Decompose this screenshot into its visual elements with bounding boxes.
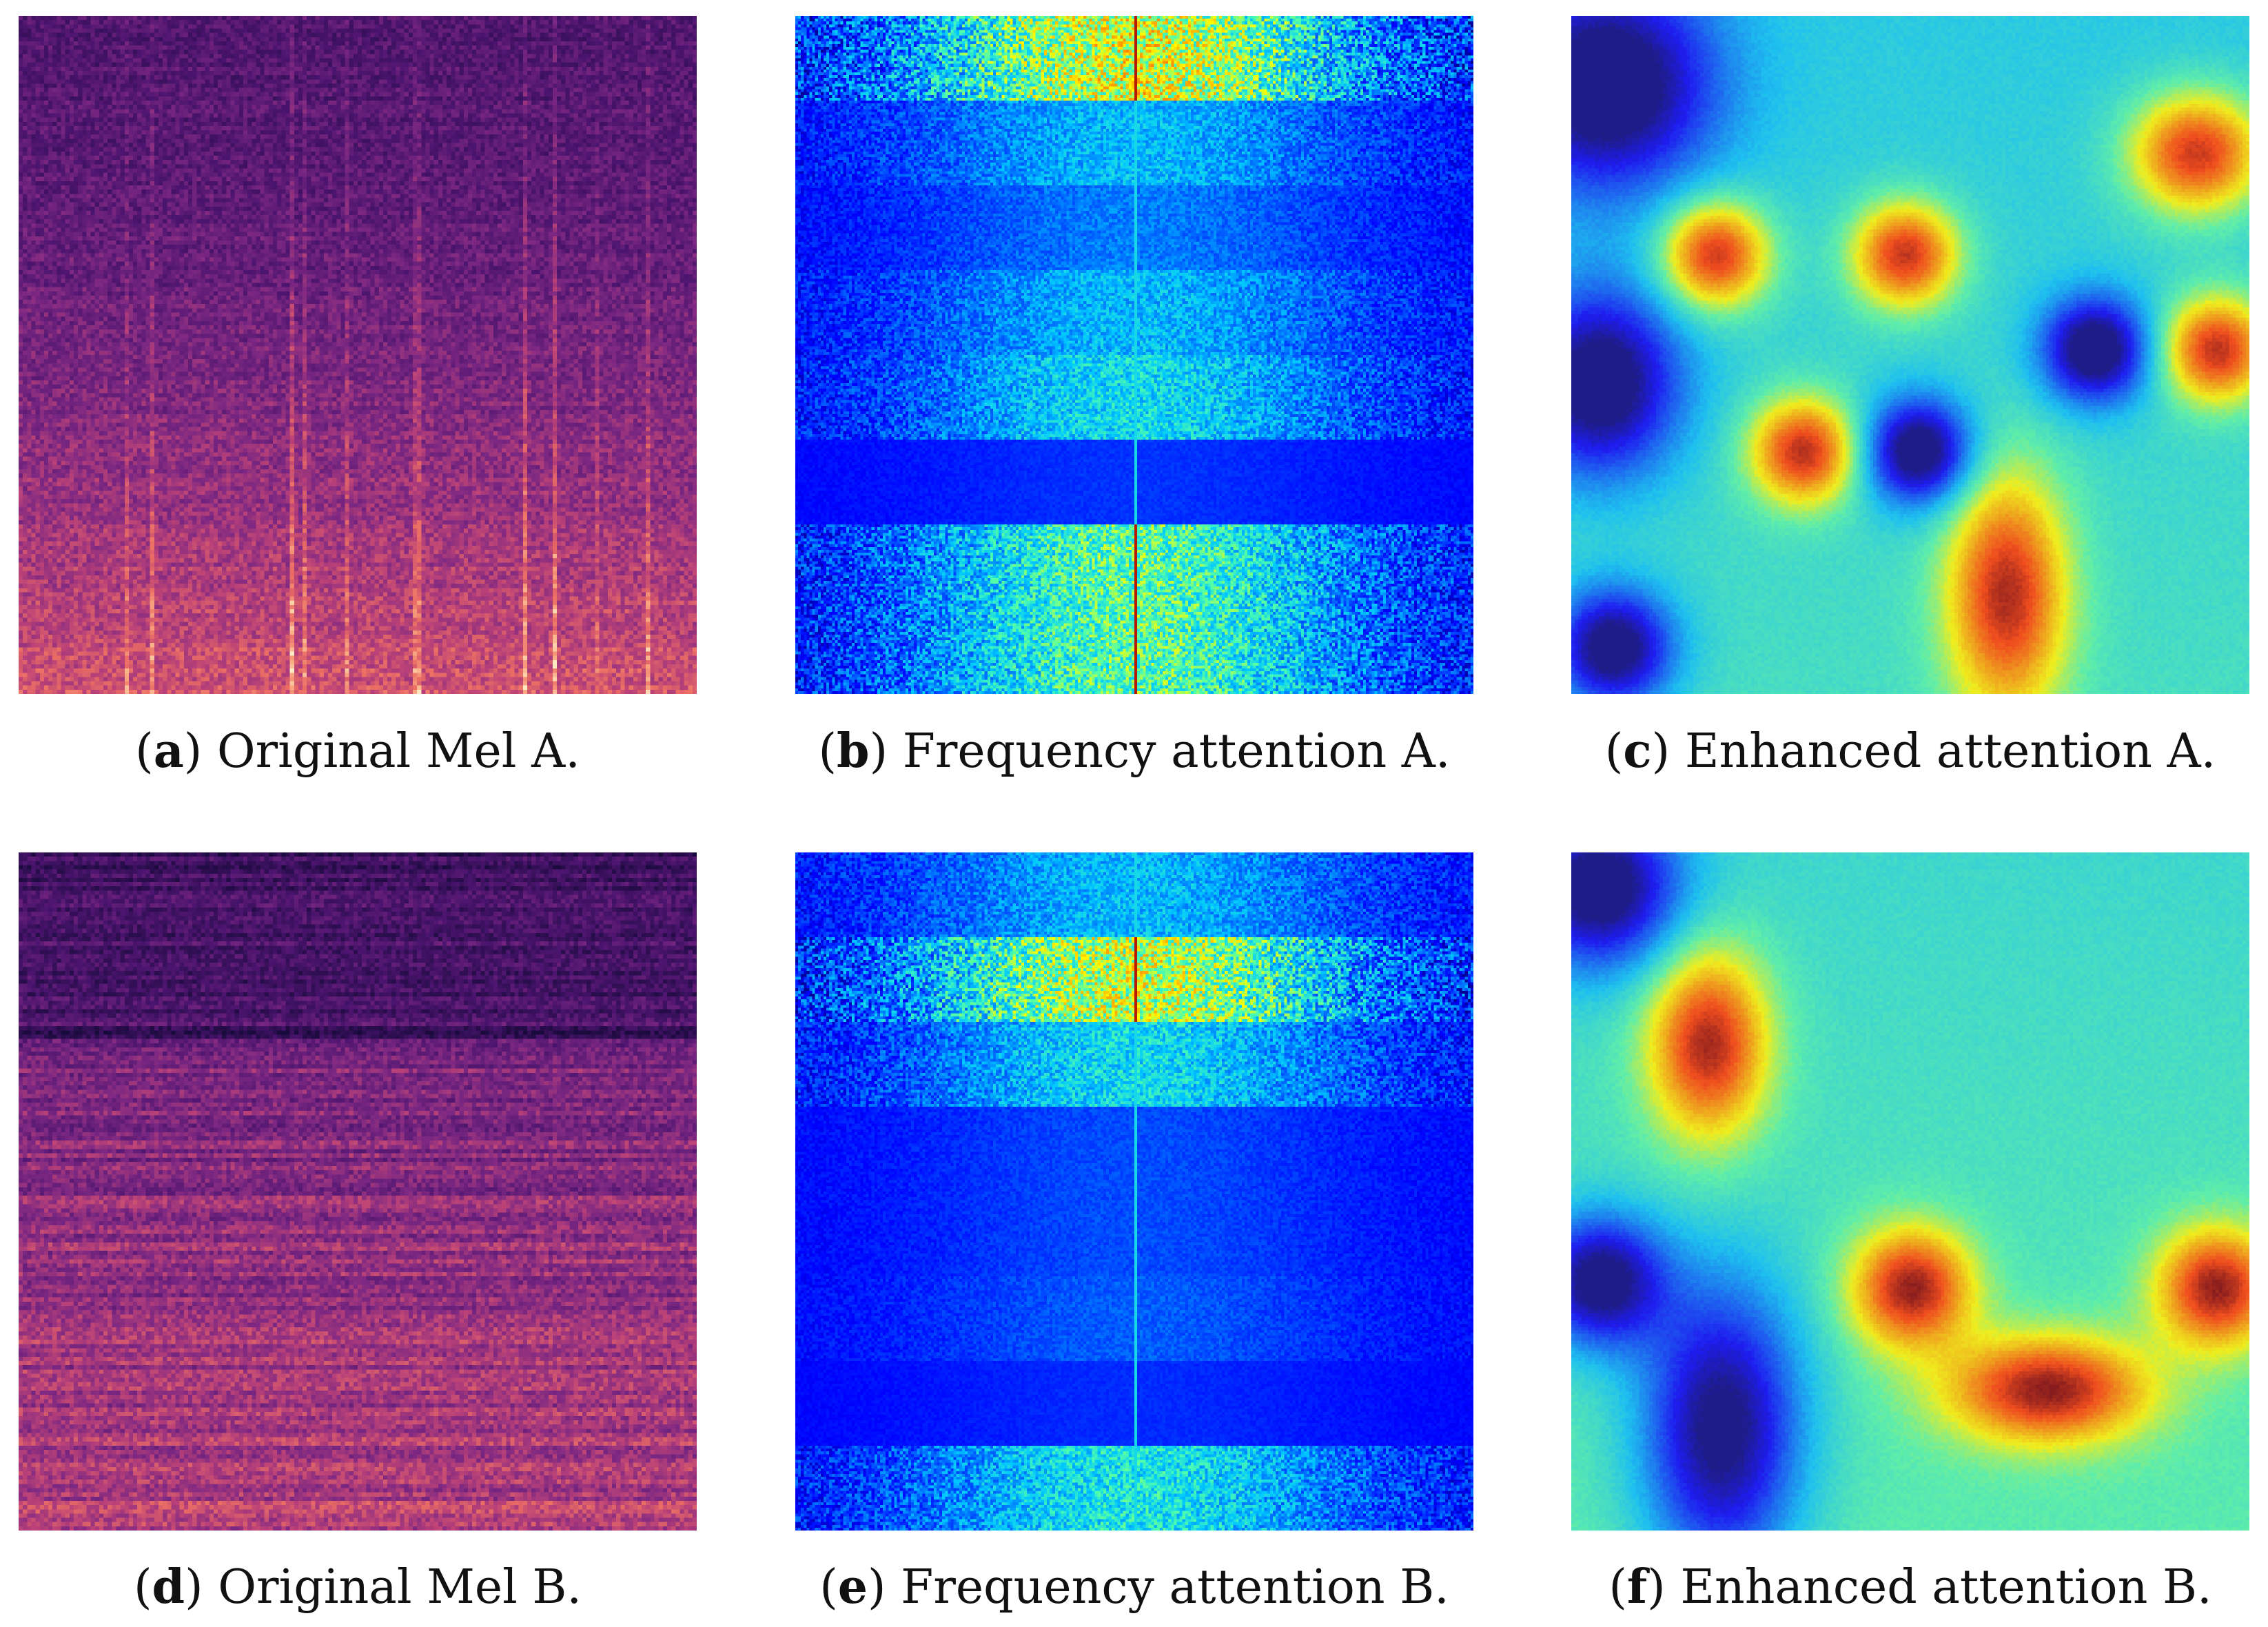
freq-canvas-a — [795, 16, 1473, 694]
caption-d: (d) Original Mel B. — [133, 1559, 582, 1615]
caption-f-text: Enhanced attention B. — [1680, 1560, 2212, 1615]
frequency-attention-a-image — [795, 16, 1473, 694]
caption-c-text: Enhanced attention A. — [1684, 724, 2216, 779]
caption-d-letter: d — [152, 1559, 185, 1615]
caption-f-letter: f — [1626, 1559, 1648, 1615]
freq-canvas-b — [795, 852, 1473, 1531]
mel-spectrogram-b-image — [19, 852, 697, 1531]
caption-c-letter: c — [1623, 724, 1652, 779]
enhanced-attention-b-image — [1571, 852, 2249, 1531]
caption-f: (f) Enhanced attention B. — [1608, 1559, 2212, 1615]
caption-d-text: Original Mel B. — [218, 1560, 582, 1615]
enh-canvas-a — [1571, 16, 2249, 694]
enhanced-attention-a-image — [1571, 16, 2249, 694]
caption-e-letter: e — [837, 1559, 868, 1615]
caption-c: (c) Enhanced attention A. — [1604, 724, 2216, 779]
mel-spectrogram-a-image — [19, 16, 697, 694]
caption-a: (a) Original Mel A. — [135, 724, 580, 779]
mel-canvas-a — [19, 16, 697, 694]
mel-canvas-b — [19, 852, 697, 1531]
caption-e-text: Frequency attention B. — [901, 1560, 1449, 1615]
caption-a-text: Original Mel A. — [216, 724, 580, 779]
enh-canvas-b — [1571, 852, 2249, 1531]
caption-b-letter: b — [837, 724, 870, 779]
caption-b: (b) Frequency attention A. — [818, 724, 1451, 779]
caption-e: (e) Frequency attention B. — [819, 1559, 1449, 1615]
caption-b-text: Frequency attention A. — [902, 724, 1451, 779]
frequency-attention-b-image — [795, 852, 1473, 1531]
caption-a-letter: a — [153, 724, 184, 779]
